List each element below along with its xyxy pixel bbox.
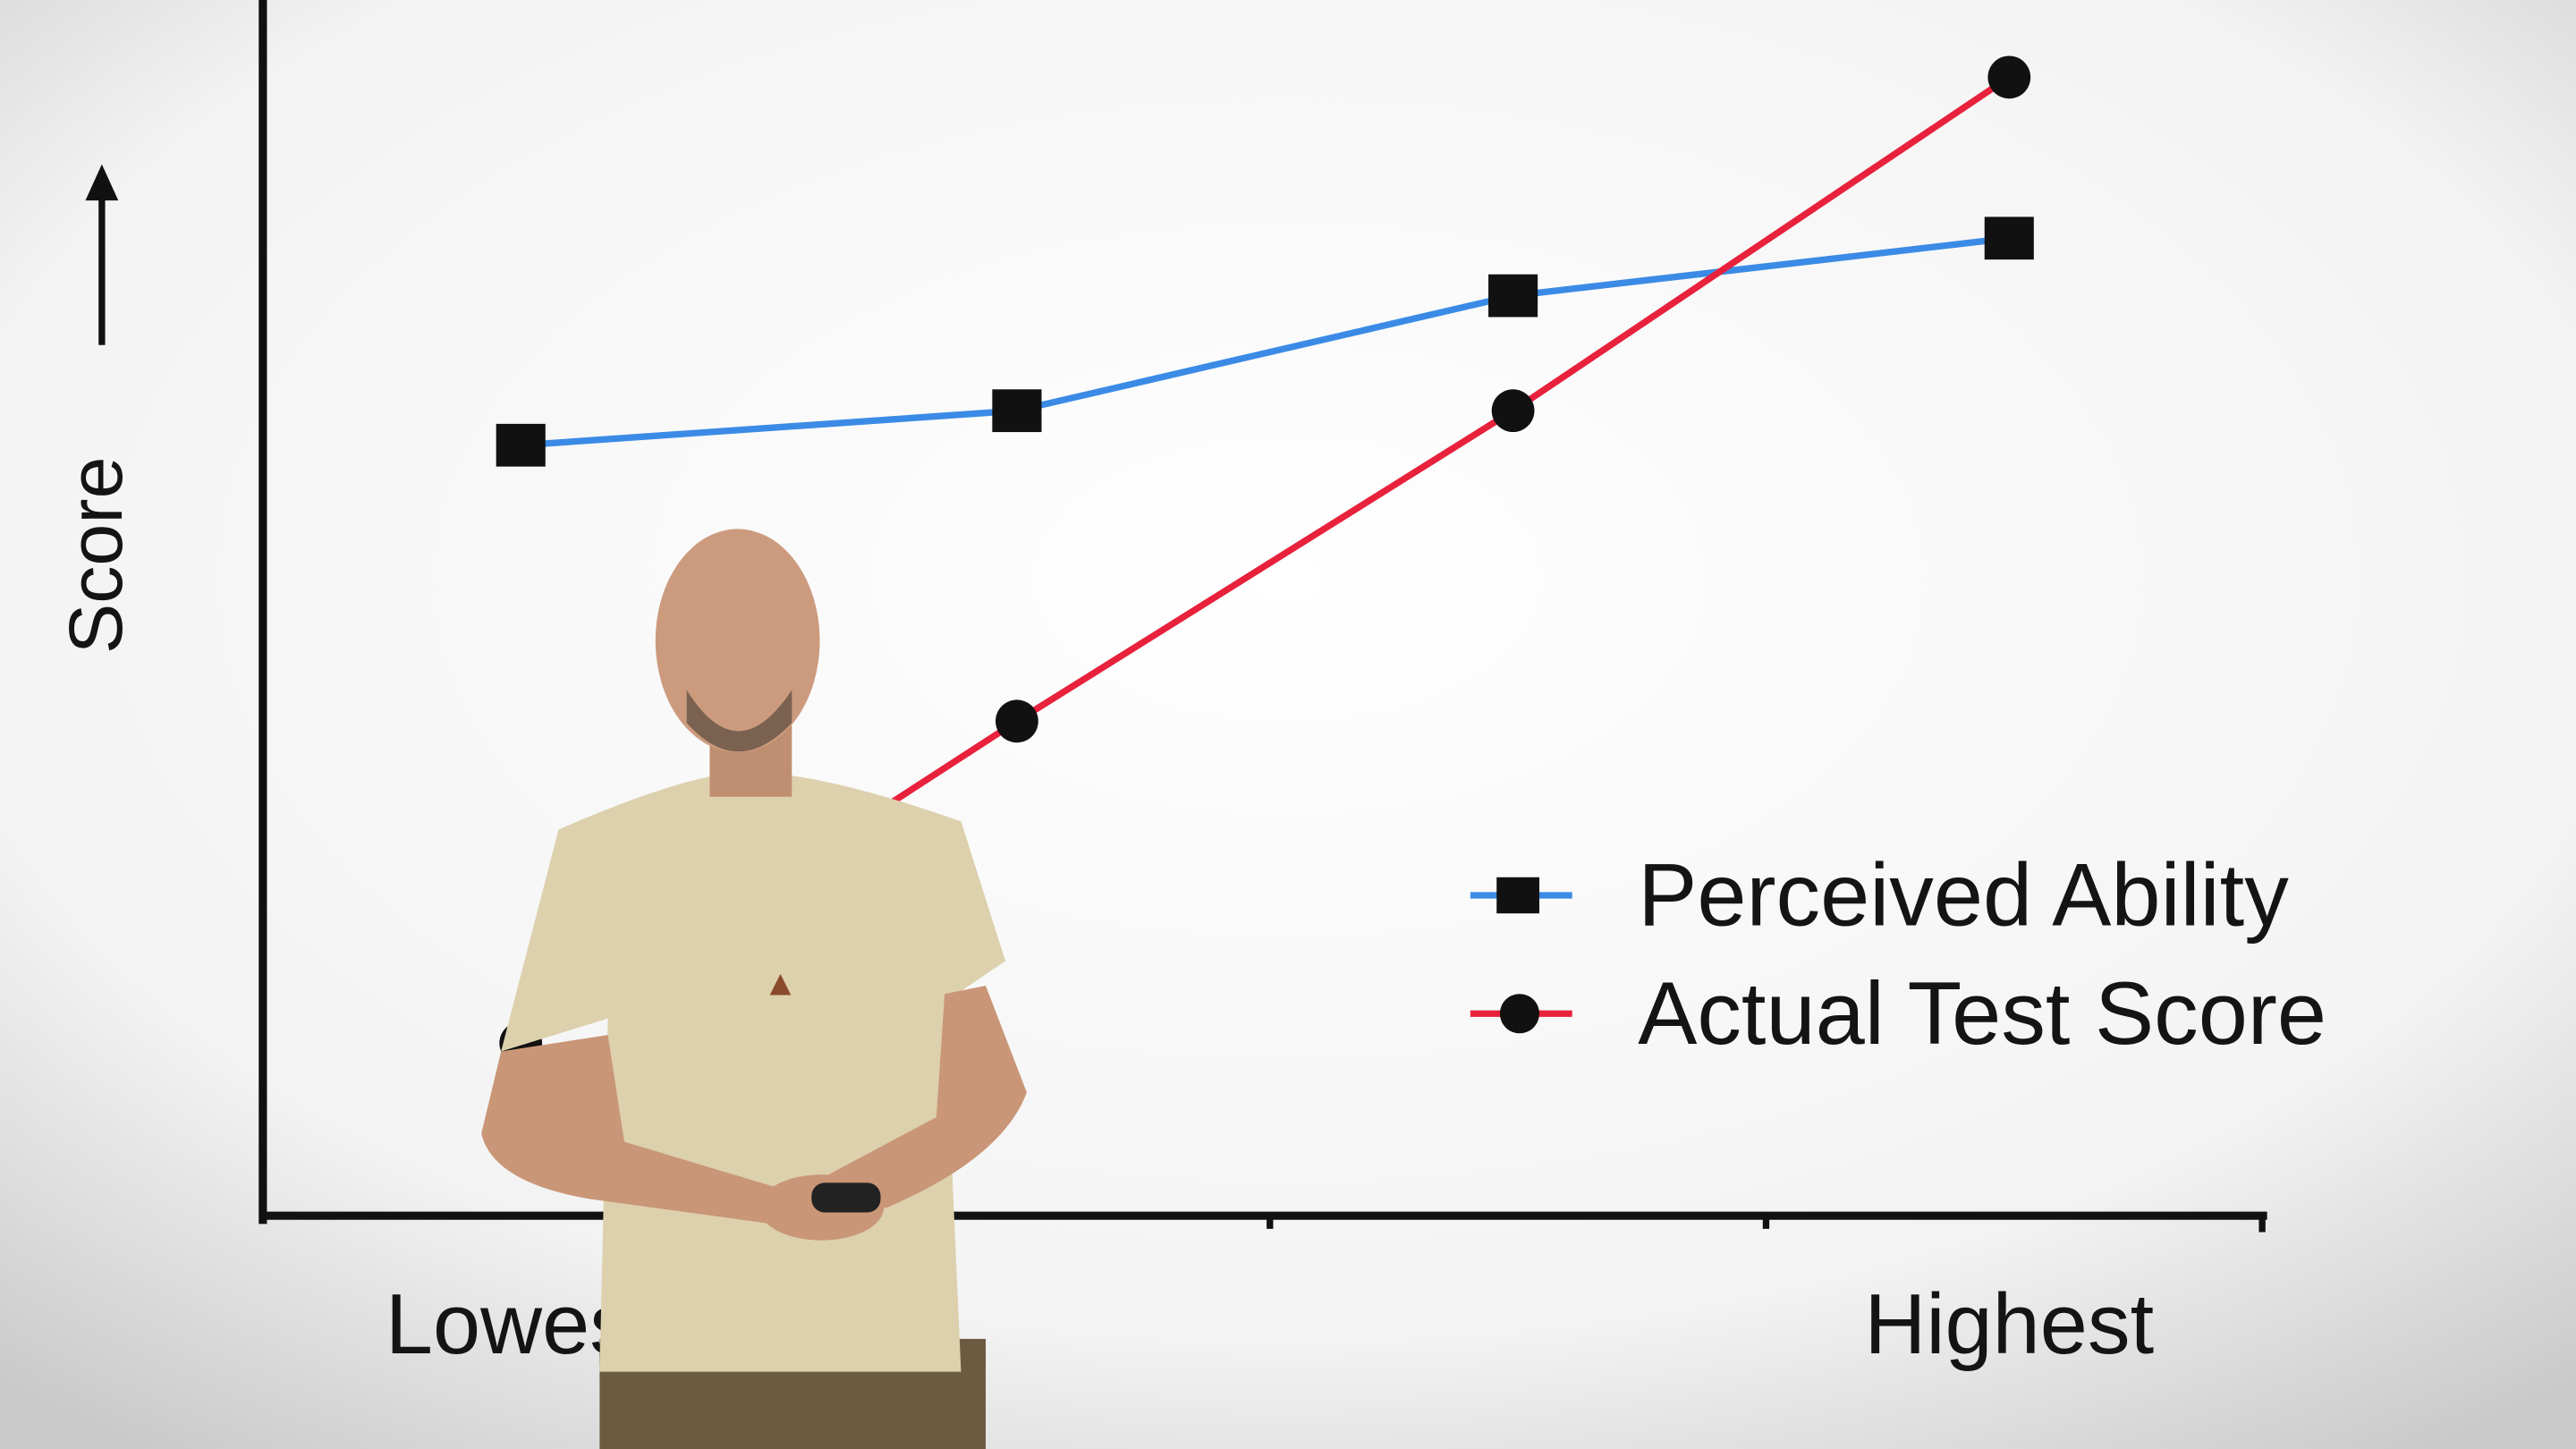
- legend-marker: [1496, 877, 1539, 914]
- marker-square: [1984, 216, 2034, 260]
- speaker-shirt: [501, 772, 1006, 1372]
- shirt-print: ▲: [762, 962, 798, 1004]
- series-line: [520, 234, 2010, 449]
- speaker-arm-left: [481, 1035, 789, 1224]
- marker-square: [992, 389, 1042, 433]
- speaker-arm-right: [813, 986, 1027, 1216]
- remote: [811, 1182, 881, 1213]
- speaker-head: [655, 529, 820, 753]
- speaker: ▲: [481, 529, 1027, 1449]
- legend-marker: [1499, 994, 1539, 1034]
- legend-label: Perceived Ability: [1638, 846, 2289, 945]
- marker-square: [496, 423, 546, 467]
- x-tick-label: Highest: [1864, 1277, 2154, 1372]
- marker-circle: [1987, 55, 2031, 99]
- legend-label: Actual Test Score: [1638, 964, 2326, 1063]
- marker-circle: [1491, 389, 1535, 433]
- y-axis-arrowhead: [85, 164, 119, 201]
- y-axis-label: Score: [54, 456, 138, 654]
- marker-circle: [996, 699, 1038, 743]
- legend: Perceived Ability Actual Test Score: [1470, 846, 2326, 1063]
- marker-square: [1488, 274, 1538, 318]
- speaker-beard: [686, 690, 792, 752]
